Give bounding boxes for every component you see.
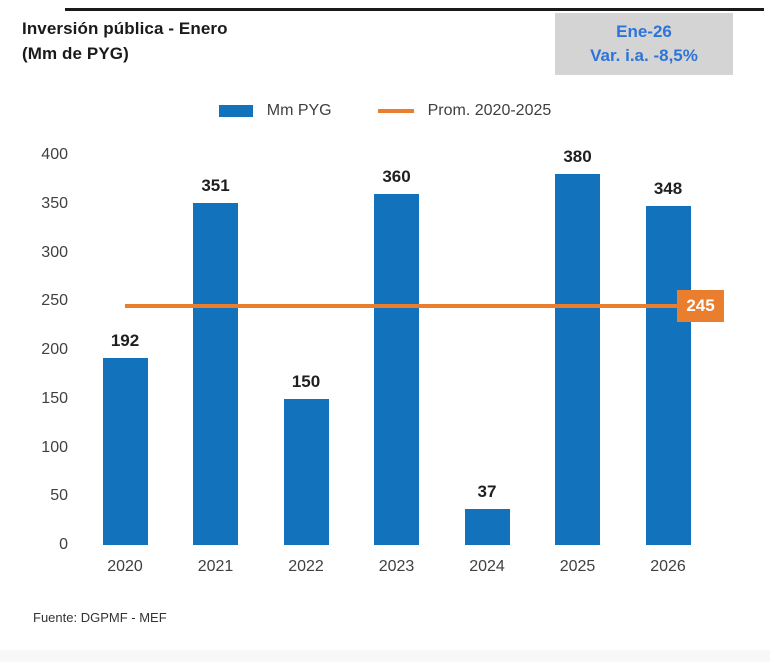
badge-variation: Var. i.a. -8,5% [590, 46, 698, 65]
legend-bar-swatch-icon [218, 105, 253, 117]
y-axis-tick-label: 150 [41, 389, 68, 407]
badge-period: Ene-26 [616, 22, 672, 41]
bar-value-label: 360 [382, 167, 411, 186]
y-axis-tick-label: 300 [41, 243, 68, 261]
bar-2024 [464, 509, 510, 545]
bar-value-label: 150 [291, 372, 321, 391]
chart-title: Inversión pública - Enero (Mm de PYG) [22, 16, 228, 66]
legend-line-swatch-icon [377, 109, 414, 113]
bar-2023 [374, 194, 419, 545]
source-note: Fuente: DGPMF - MEF [33, 610, 167, 625]
x-axis-tick-label: 2024 [469, 558, 505, 575]
bar-value-label: 380 [563, 147, 592, 166]
x-axis-tick-label: 2020 [107, 558, 143, 575]
bar-value-label: 348 [653, 179, 683, 198]
y-axis-tick-label: 250 [41, 292, 68, 310]
bar-value-label: 192 [110, 331, 140, 350]
y-axis-tick-label: 50 [50, 487, 68, 505]
bar-2020 [102, 358, 148, 545]
y-axis-tick-label: 200 [41, 341, 68, 358]
bottom-strip [0, 650, 770, 662]
bar-value-label: 351 [201, 176, 230, 195]
variation-badge: Ene-26 Var. i.a. -8,5% [555, 13, 733, 75]
average-line-value-label: 245 [677, 290, 724, 323]
x-axis-tick-label: 2023 [378, 558, 415, 575]
y-axis-tick-label: 0 [59, 536, 68, 553]
top-divider [65, 8, 764, 11]
x-axis-tick-label: 2022 [288, 558, 324, 575]
y-axis-tick-label: 400 [41, 146, 68, 163]
y-axis-tick-label: 350 [41, 194, 68, 212]
average-line [125, 304, 677, 309]
legend-bar-label: Mm PYG [266, 102, 332, 119]
bar-2025 [555, 174, 600, 545]
legend-line-label: Prom. 2020-2025 [427, 102, 552, 119]
chart-title-line2: (Mm de PYG) [22, 44, 129, 63]
x-axis-tick-label: 2025 [559, 558, 596, 575]
x-axis-tick-label: 2026 [650, 558, 686, 575]
bar-2021 [193, 203, 238, 545]
bar-2026 [645, 206, 691, 545]
y-axis-tick-label: 100 [41, 438, 68, 456]
chart-title-line1: Inversión pública - Enero [22, 19, 228, 38]
bar-value-label: 37 [477, 482, 497, 501]
x-axis-tick-label: 2021 [197, 558, 234, 575]
bar-2022 [283, 399, 329, 545]
chart-legend: Mm PYG Prom. 2020-2025 [0, 102, 770, 120]
